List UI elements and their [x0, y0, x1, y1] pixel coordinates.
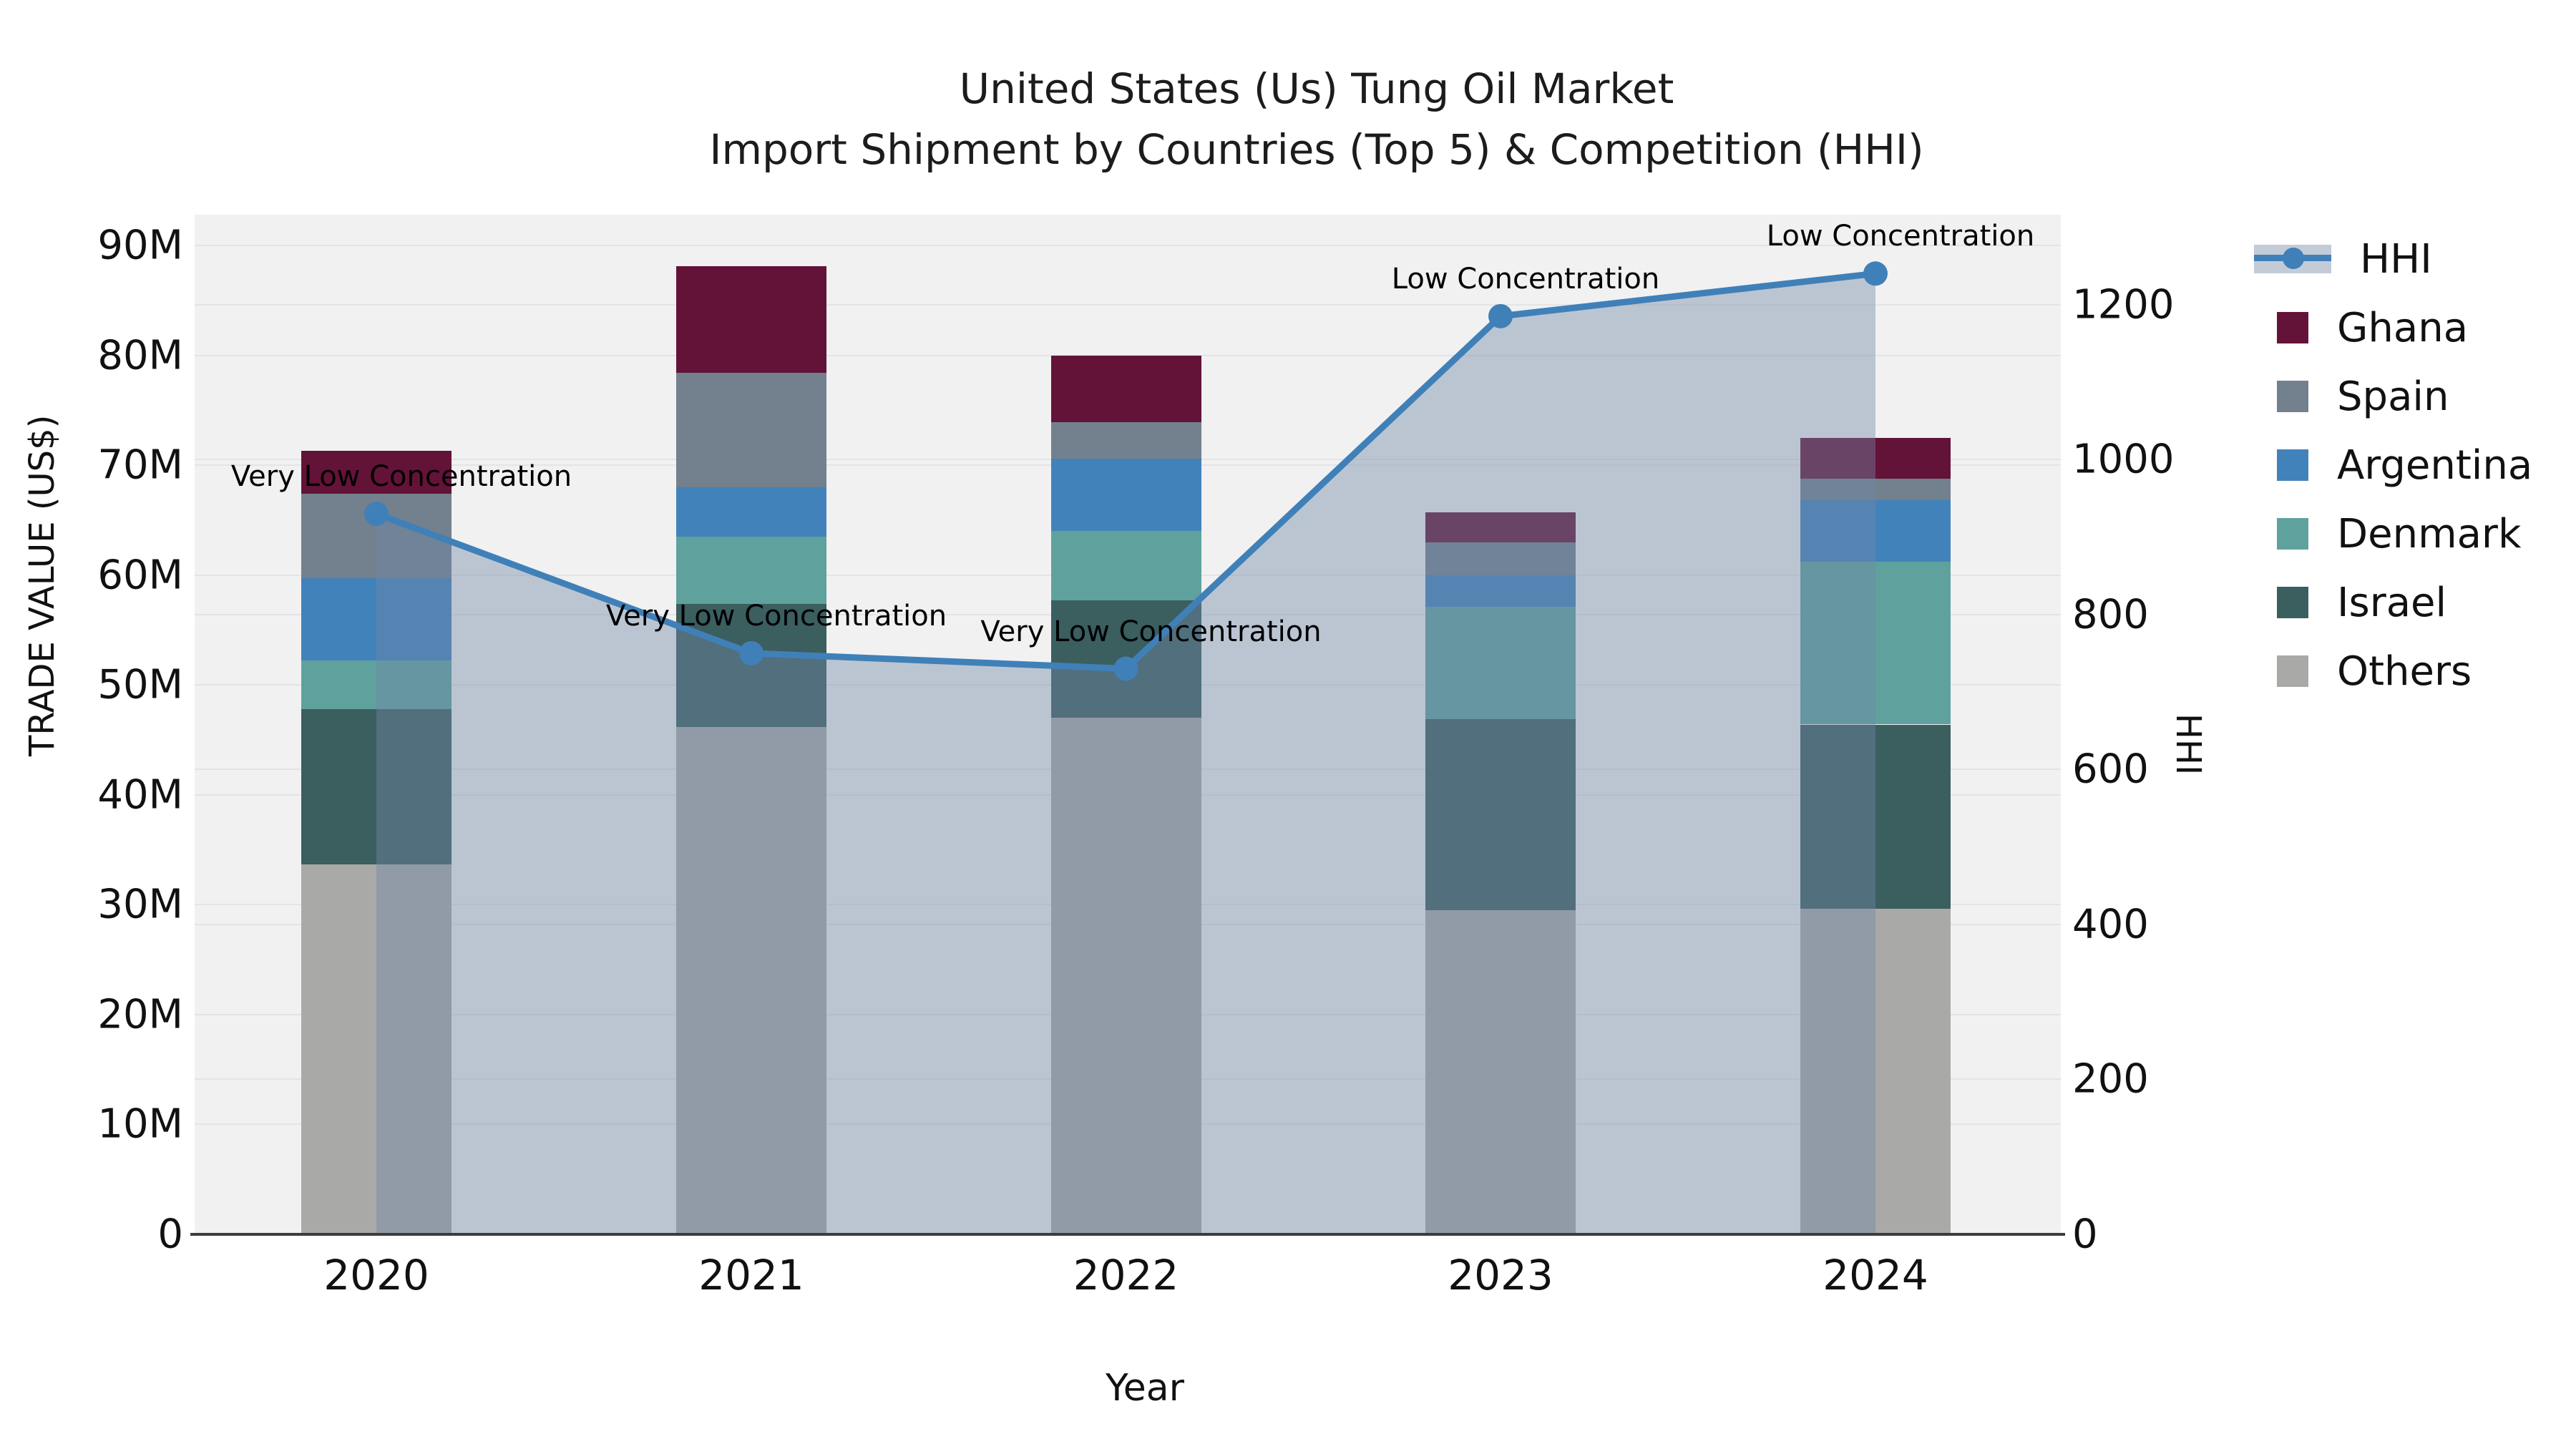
y-left-tick-label: 70M [97, 441, 183, 489]
y-left-tick-label: 90M [97, 222, 183, 269]
hhi-marker-2024 [1863, 261, 1888, 286]
x-tick-label-2020: 2020 [323, 1251, 429, 1299]
hhi-marker-2021 [739, 640, 763, 665]
chart-title-line2: Import Shipment by Countries (Top 5) & C… [709, 125, 1924, 174]
legend-label-others: Others [2337, 648, 2472, 695]
bar-segment-ghana-2021 [676, 266, 826, 374]
bar-segment-denmark-2021 [676, 536, 826, 604]
bar-segment-israel-2020 [301, 709, 452, 864]
y-left-tick-label: 10M [97, 1101, 183, 1148]
bar-segment-others-2021 [676, 726, 826, 1234]
hhi-marker-2023 [1488, 303, 1513, 328]
y-right-tick-label: 1200 [2072, 281, 2175, 328]
x-axis-line [190, 1233, 2065, 1236]
israel-color-swatch [2277, 587, 2308, 618]
x-tick-label-2021: 2021 [698, 1251, 804, 1299]
bar-segment-others-2020 [301, 864, 452, 1234]
bar-segment-others-2022 [1050, 718, 1201, 1234]
legend-label-denmark: Denmark [2337, 510, 2522, 557]
bar-segment-argentina-2020 [301, 578, 452, 661]
hhi-line-swatch [2254, 245, 2331, 273]
y-left-tick-label: 60M [97, 552, 183, 599]
x-tick-label-2023: 2023 [1448, 1251, 1553, 1299]
legend-item-others: Others [2254, 637, 2472, 706]
bar-segment-others-2024 [1800, 909, 1951, 1234]
bar-segment-spain-2021 [676, 373, 826, 487]
hhi-marker-2022 [1113, 656, 1138, 681]
y-left-tick-label: 50M [97, 661, 183, 708]
legend-item-argentina: Argentina [2254, 431, 2532, 499]
bar-segment-argentina-2021 [676, 487, 826, 537]
denmark-color-swatch [2277, 518, 2308, 550]
bar-segment-denmark-2020 [301, 660, 452, 709]
y-right-tick-label: 800 [2072, 591, 2149, 638]
gridline-left-90 [195, 244, 2061, 246]
legend-label-israel: Israel [2337, 579, 2447, 626]
bar-segment-ghana-2023 [1425, 512, 1576, 542]
bar-segment-denmark-2023 [1425, 607, 1576, 719]
bar-segment-argentina-2024 [1800, 500, 1951, 562]
x-tick-label-2022: 2022 [1073, 1251, 1179, 1299]
y-right-tick-label: 200 [2072, 1055, 2149, 1103]
annotation-2023: Low Concentration [1391, 262, 1660, 296]
legend-label-spain: Spain [2337, 373, 2449, 420]
bar-segment-spain-2023 [1425, 542, 1576, 575]
bar-segment-israel-2023 [1425, 718, 1576, 910]
y-right-tick-label: 400 [2072, 901, 2149, 948]
y-left-tick-label: 0 [157, 1211, 183, 1258]
others-color-swatch [2277, 655, 2308, 687]
legend-label-argentina: Argentina [2337, 441, 2533, 489]
annotation-2022: Very Low Concentration [980, 615, 1322, 648]
hhi-marker-2020 [364, 501, 389, 526]
bar-segment-ghana-2020 [301, 451, 452, 494]
annotation-2020: Very Low Concentration [230, 459, 572, 493]
spain-color-swatch [2277, 381, 2308, 412]
legend-item-hhi: HHI [2254, 225, 2432, 293]
y-left-tick-label: 40M [97, 771, 183, 819]
bar-segment-spain-2024 [1800, 478, 1951, 501]
y-left-tick-label: 30M [97, 881, 183, 928]
x-tick-label-2024: 2024 [1823, 1251, 1928, 1299]
chart-title-line1: United States (Us) Tung Oil Market [959, 64, 1674, 113]
legend-label-ghana: Ghana [2337, 304, 2469, 351]
ghana-color-swatch [2277, 312, 2308, 343]
annotation-2021: Very Low Concentration [605, 599, 947, 633]
legend-item-israel: Israel [2254, 568, 2446, 637]
bar-segment-denmark-2022 [1050, 531, 1201, 600]
y-right-tick-label: 600 [2072, 746, 2149, 793]
y-axis-left-title: TRADE VALUE (US$) [22, 414, 62, 756]
bar-segment-ghana-2024 [1800, 437, 1951, 479]
legend-item-denmark: Denmark [2254, 499, 2521, 568]
bar-segment-israel-2024 [1800, 724, 1951, 909]
y-left-tick-label: 20M [97, 991, 183, 1038]
hhi-area-fill [376, 273, 1875, 1235]
argentina-color-swatch [2277, 449, 2308, 481]
gridline-right-1200 [195, 303, 2061, 306]
bar-segment-denmark-2024 [1800, 562, 1951, 725]
bar-segment-argentina-2022 [1050, 458, 1201, 532]
y-right-tick-label: 0 [2072, 1211, 2098, 1258]
annotation-2024: Low Concentration [1766, 220, 2035, 253]
y-axis-right-title: HHI [2168, 713, 2208, 776]
bar-segment-others-2023 [1425, 910, 1576, 1234]
bar-segment-argentina-2023 [1425, 575, 1576, 608]
bar-segment-ghana-2022 [1050, 355, 1201, 423]
bar-segment-spain-2022 [1050, 422, 1201, 459]
legend-item-spain: Spain [2254, 362, 2449, 431]
legend-label-hhi: HHI [2360, 235, 2432, 283]
x-axis-title: Year [1105, 1367, 1185, 1410]
y-right-tick-label: 1000 [2072, 436, 2175, 483]
legend-item-ghana: Ghana [2254, 293, 2468, 362]
y-left-tick-label: 80M [97, 332, 183, 379]
